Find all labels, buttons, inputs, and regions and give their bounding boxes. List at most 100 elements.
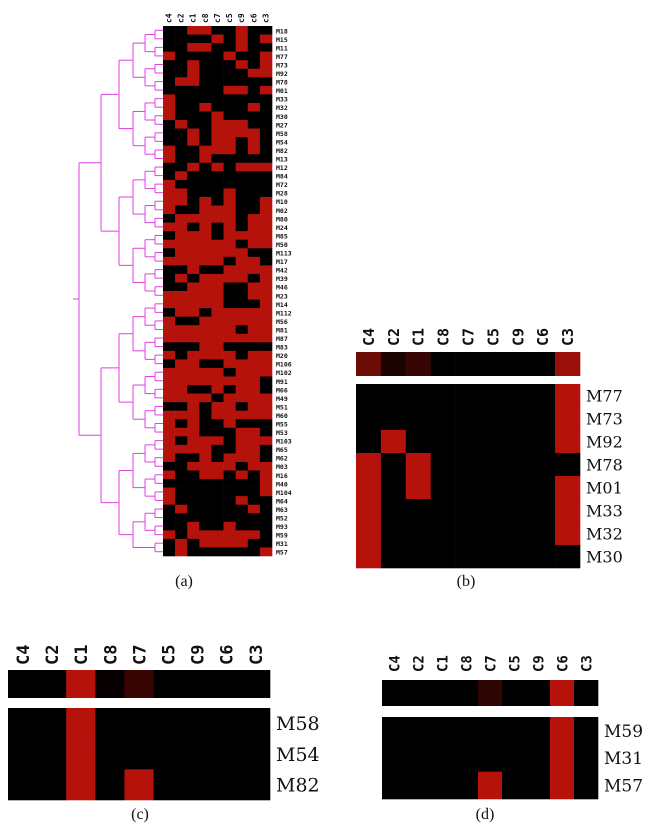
heatmap-a-cell [163, 188, 176, 198]
panel_c-cell [66, 769, 96, 801]
heatmap-a-cell [235, 470, 249, 480]
panel_d-cell [454, 717, 479, 745]
heatmap-a-cell [163, 128, 176, 138]
heatmap-a-cell [211, 402, 224, 411]
heatmap-a-cell [223, 205, 236, 215]
heatmap-a-cell [259, 162, 273, 172]
heatmap-a-cell [235, 444, 249, 454]
panel_b-summary-cell [356, 352, 382, 376]
heatmap-a-cell [187, 316, 200, 326]
panel_d-cell [502, 717, 527, 745]
heatmap-a-cell [199, 282, 212, 292]
heatmap-a-row-label: M33 [276, 96, 288, 104]
heatmap-a-cell [163, 538, 176, 548]
heatmap-a-cell [223, 137, 236, 146]
heatmap-a-cell [223, 248, 236, 258]
heatmap-a-cell [247, 453, 261, 463]
panel_d-col-label: C3 [579, 655, 595, 672]
heatmap-a-cell [211, 60, 224, 70]
heatmap-a-cell [211, 385, 224, 394]
heatmap-a-cell [259, 436, 273, 446]
heatmap-a-cell [235, 504, 249, 514]
heatmap-a-cell [175, 496, 188, 506]
heatmap-a-cell [175, 513, 188, 523]
panel_c-summary-cell [8, 670, 38, 698]
heatmap-a-row-label: M56 [276, 318, 288, 326]
heatmap-a-cell [259, 419, 273, 429]
heatmap-a-cell [163, 342, 176, 352]
heatmap-a-cell [247, 214, 261, 223]
heatmap-a-cell [187, 222, 200, 232]
heatmap-a-cell [235, 128, 249, 138]
panel_d-col-label: C7 [483, 655, 499, 672]
heatmap-a-row-label: M10 [276, 198, 288, 206]
panel_b-cell [356, 522, 382, 546]
heatmap-a-cell [163, 171, 176, 181]
heatmap-a-cell [259, 547, 273, 557]
heatmap-a-cell [163, 325, 176, 335]
heatmap-a-cell [187, 162, 200, 172]
heatmap-a-col-label: c5 [225, 13, 234, 23]
panel_d-cell [430, 771, 455, 800]
panel_c-col-label: C1 [72, 645, 92, 665]
heatmap-a-cell [199, 43, 212, 52]
heatmap-a-cell [223, 256, 236, 266]
heatmap-a-row-label: M17 [276, 258, 288, 266]
heatmap-a-cell [187, 410, 200, 420]
heatmap-a-cell [235, 162, 249, 172]
panel_b-col-label: C8 [435, 328, 453, 346]
panel_c-cell [37, 738, 67, 770]
heatmap-a-cell [187, 34, 200, 44]
panel_d-col-label: C1 [435, 655, 451, 672]
heatmap-a-row-label: M02 [276, 207, 288, 215]
heatmap-a-cell [235, 538, 249, 548]
heatmap-a-cell [175, 521, 188, 531]
panel_b-cell [505, 384, 531, 408]
heatmap-a-cell [259, 68, 273, 78]
heatmap-a-cell [223, 120, 236, 129]
heatmap-a-cell [187, 196, 200, 206]
panel_c-col-label: C3 [247, 645, 267, 665]
heatmap-a-cell [175, 470, 188, 480]
heatmap-b: C4 C2 C1 C8 C7 C5 C9 C6 C3 M77 M73 M92 M78 M01 M33 M32 M… [356, 328, 623, 569]
panel_d-cell [430, 744, 455, 772]
heatmap-a-cell [235, 436, 249, 446]
heatmap-a-cell [247, 419, 261, 429]
heatmap-a-cell [199, 265, 212, 275]
heatmap-a-cell [175, 530, 188, 540]
heatmap-a-cell [175, 188, 188, 198]
panel_b-cell [430, 384, 456, 408]
heatmap-a-cell [259, 308, 273, 317]
heatmap-a-cell [235, 26, 249, 35]
heatmap-a-row-label: M55 [276, 420, 288, 428]
heatmap-a-cell [187, 60, 200, 70]
heatmap-a-cell [223, 333, 236, 343]
panel_c-cell [8, 738, 38, 770]
heatmap-a-cell [223, 367, 236, 377]
heatmap-a-cell [163, 419, 176, 429]
heatmap-a-cell [175, 333, 188, 343]
heatmap-a-cell [199, 479, 212, 488]
heatmap-a-cell [247, 137, 261, 146]
heatmap-a-cell [163, 68, 176, 78]
heatmap-a-cell [211, 94, 224, 104]
panel_b-cell [455, 476, 481, 500]
heatmap-a-row-label: M65 [276, 446, 288, 454]
heatmap-a-cell [259, 291, 273, 300]
heatmap-a-row-label: M30 [276, 113, 288, 121]
panel_c-cell [37, 769, 67, 801]
heatmap-a-cell [199, 162, 212, 172]
heatmap-a-cell [211, 350, 224, 360]
heatmap-a-cell [235, 461, 249, 471]
panel_c-cell [240, 738, 271, 770]
heatmap-a-cell [187, 214, 200, 223]
heatmap-a-row-label: M54 [276, 138, 288, 146]
heatmap-a-cell [187, 444, 200, 454]
panel_b-cell [530, 476, 556, 500]
heatmap-a-cell [235, 385, 249, 394]
panel_d-summary-cell [406, 680, 431, 706]
heatmap-a-cell [247, 316, 261, 326]
heatmap-a-cell [235, 154, 249, 164]
panel_d-summary-cell [574, 680, 599, 706]
heatmap-a-cell [223, 316, 236, 326]
